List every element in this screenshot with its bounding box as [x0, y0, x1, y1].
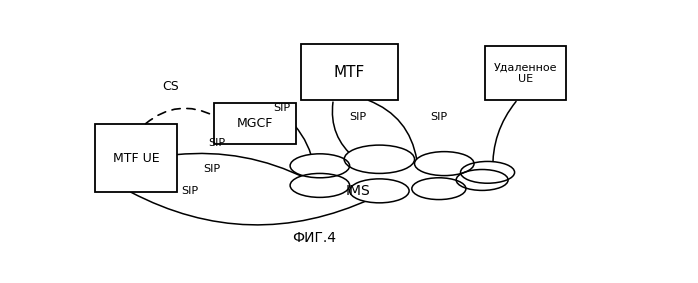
Text: SIP: SIP — [274, 103, 290, 113]
Text: MTF UE: MTF UE — [112, 152, 159, 165]
Circle shape — [290, 154, 350, 178]
Text: SIP: SIP — [203, 164, 221, 174]
Circle shape — [412, 178, 466, 200]
Text: SIP: SIP — [209, 138, 225, 148]
Text: MTF: MTF — [334, 65, 365, 80]
Circle shape — [461, 161, 514, 183]
Text: MGCF: MGCF — [237, 117, 273, 130]
Circle shape — [415, 152, 474, 175]
Circle shape — [344, 145, 415, 173]
Text: SIP: SIP — [181, 186, 199, 196]
Text: SIP: SIP — [430, 112, 447, 122]
Text: SIP: SIP — [349, 112, 366, 122]
FancyBboxPatch shape — [301, 44, 399, 100]
Text: IMS: IMS — [346, 184, 370, 198]
Text: Удаленное
UE: Удаленное UE — [493, 62, 557, 84]
Text: ФИГ.4: ФИГ.4 — [292, 231, 336, 245]
Circle shape — [456, 170, 508, 190]
Text: CS: CS — [163, 80, 179, 93]
Circle shape — [350, 179, 409, 203]
FancyBboxPatch shape — [96, 125, 177, 192]
Circle shape — [290, 173, 350, 198]
FancyBboxPatch shape — [214, 103, 295, 144]
FancyBboxPatch shape — [485, 46, 566, 100]
